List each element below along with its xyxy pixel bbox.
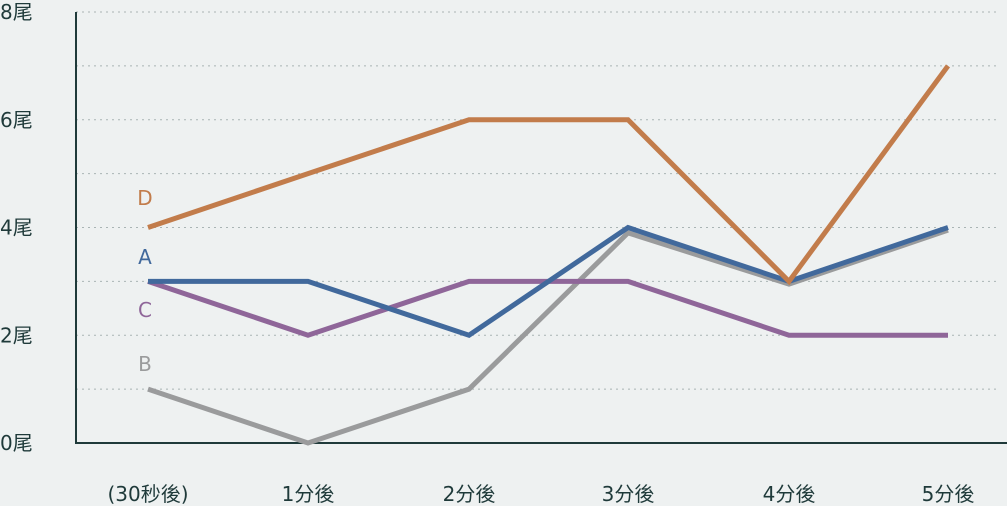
series-label-d: D bbox=[137, 186, 152, 210]
y-axis-ticks: 0尾 2尾 4尾 6尾 8尾 bbox=[0, 0, 33, 455]
y-tick-label: 6尾 bbox=[0, 108, 33, 132]
x-tick-label: 1分後 bbox=[282, 482, 335, 506]
series-label-c: C bbox=[138, 298, 152, 322]
y-tick-label: 8尾 bbox=[0, 0, 33, 24]
series-lines bbox=[147, 64, 951, 446]
x-tick-label: 4分後 bbox=[763, 482, 816, 506]
x-tick-label: (30秒後) bbox=[107, 482, 188, 506]
grid-lines bbox=[76, 11, 1000, 390]
axes bbox=[75, 12, 1007, 444]
x-tick-label: 5分後 bbox=[922, 482, 975, 506]
series-label-a: A bbox=[138, 245, 152, 269]
y-tick-label: 0尾 bbox=[0, 431, 33, 455]
y-tick-label: 2尾 bbox=[0, 323, 33, 347]
series-line-b bbox=[147, 227, 949, 446]
y-tick-label: 4尾 bbox=[0, 216, 33, 240]
series-labels: D A C B bbox=[137, 186, 152, 376]
x-tick-label: 3分後 bbox=[602, 482, 655, 506]
series-line-a bbox=[148, 224, 949, 339]
series-label-b: B bbox=[138, 352, 152, 376]
series-line-d bbox=[147, 64, 951, 286]
x-tick-label: 2分後 bbox=[443, 482, 496, 506]
x-axis-ticks: (30秒後) 1分後 2分後 3分後 4分後 5分後 bbox=[107, 482, 974, 506]
